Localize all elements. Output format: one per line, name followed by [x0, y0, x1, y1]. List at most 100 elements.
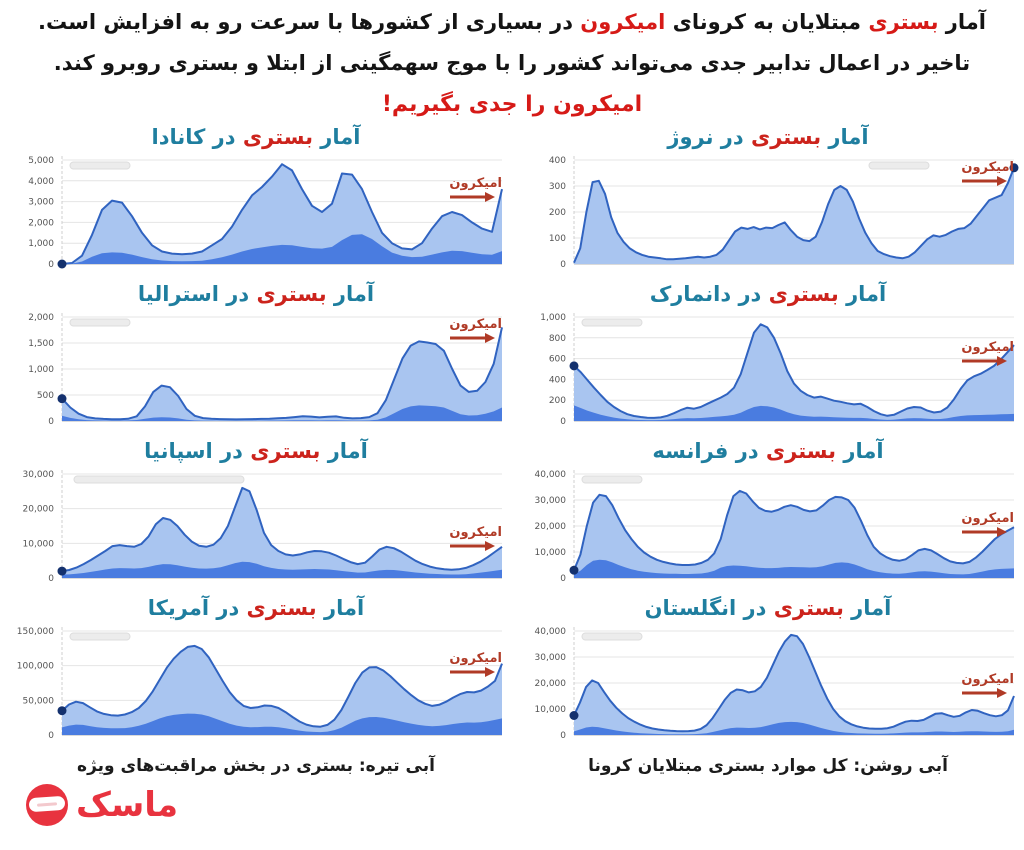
series-start-dot — [569, 711, 579, 720]
text-segment: آمار — [838, 282, 887, 306]
text-segment: در انگلستان — [644, 596, 774, 620]
plot-area: 0 10,000 20,000 30,000 امیکرون — [0, 466, 512, 591]
y-tick-label: 400 — [549, 156, 566, 166]
legend-row: آبی تیره: بستری در بخش مراقبت‌های ویژه آ… — [0, 750, 1024, 776]
text-segment: در کانادا — [151, 125, 243, 149]
header-line-2: تاخیر در اعمال تدابیر جدی می‌تواند کشور … — [53, 51, 971, 75]
y-tick-label: 2,000 — [28, 313, 54, 323]
y-tick-label: 1,000 — [540, 313, 566, 323]
area-chart: 0 50,000 100,000 150,000 — [17, 627, 503, 741]
series-line-total_hospitalized — [61, 486, 503, 573]
omicron-label: امیکرون — [961, 672, 1014, 687]
series-area-icu — [62, 713, 502, 735]
arrow-right-icon — [962, 688, 1008, 698]
y-tick-label: 100 — [549, 234, 566, 244]
series-area-total_hospitalized — [574, 167, 1014, 264]
omicron-annotation: امیکرون — [961, 512, 1014, 537]
omicron-annotation: امیکرون — [449, 318, 502, 343]
text-segment: بستری — [768, 282, 839, 306]
series-line-total_hospitalized — [61, 644, 503, 728]
arrow-right-icon — [450, 192, 496, 202]
legend-pill — [581, 318, 643, 327]
text-segment: در دانمارک — [649, 282, 769, 306]
omicron-annotation: امیکرون — [449, 526, 502, 551]
text-segment: بستری — [250, 439, 321, 463]
text-segment: بستری — [765, 439, 837, 463]
series-area-icu — [574, 721, 1014, 735]
series-line-total_hospitalized — [573, 167, 1015, 264]
arrow-right-icon — [962, 176, 1008, 186]
text-segment: در آمریکا — [147, 596, 247, 620]
series-line-total_hospitalized — [573, 489, 1015, 571]
legend-pill — [73, 475, 245, 484]
y-tick-label: 20,000 — [535, 679, 567, 689]
text-segment: امیکرون — [580, 10, 666, 34]
legend-pill — [581, 475, 643, 484]
plot-area: 0 50,000 100,000 150,000 امیکرون — [0, 623, 512, 748]
text-segment: آمار — [320, 439, 368, 463]
arrow-right-icon — [450, 541, 496, 551]
y-tick-label: 200 — [549, 208, 566, 218]
footer: آبی تیره: بستری در بخش مراقبت‌های ویژه آ… — [0, 750, 1024, 832]
y-tick-label: 1,000 — [28, 239, 54, 249]
series-area-icu — [62, 405, 502, 421]
y-tick-label: 150,000 — [17, 627, 54, 637]
y-tick-label: 1,500 — [28, 339, 54, 349]
y-tick-label: 30,000 — [23, 470, 55, 480]
series-start-dot — [569, 565, 579, 575]
omicron-annotation: امیکرون — [449, 652, 502, 677]
series-start-dot — [569, 361, 579, 371]
y-tick-label: 10,000 — [535, 705, 567, 715]
y-tick-label: 50,000 — [23, 696, 55, 706]
y-tick-label: 20,000 — [23, 505, 55, 515]
y-tick-label: 800 — [549, 334, 566, 344]
series-line-total_hospitalized — [573, 633, 1015, 733]
text-segment: بستری — [868, 10, 939, 34]
y-tick-label: 5,000 — [28, 156, 54, 166]
y-tick-label: 3,000 — [28, 198, 54, 208]
legend-light-blue: آبی روشن: کل موارد بستری مبتلایان کرونا — [588, 756, 948, 776]
face-mask-icon — [26, 784, 68, 826]
text-segment: در فرانسه — [652, 439, 766, 463]
legend-dark-blue: آبی تیره: بستری در بخش مراقبت‌های ویژه — [77, 756, 435, 776]
y-tick-label: 0 — [48, 574, 54, 584]
plot-area: 0 500 1,000 1,500 2,000 امیکرون — [0, 309, 512, 434]
series-area-total_hospitalized — [62, 645, 502, 735]
series-line-total_hospitalized — [61, 327, 503, 421]
y-tick-label: 30,000 — [535, 653, 567, 663]
chart-title: آمار بستری در اسپانیا — [0, 436, 512, 466]
series-area-total_hospitalized — [574, 634, 1014, 735]
area-chart: 0 1,000 2,000 3,000 4,000 5,000 — [28, 156, 503, 270]
y-tick-label: 1,000 — [28, 365, 54, 375]
series-area-icu — [62, 234, 502, 264]
y-tick-label: 40,000 — [535, 627, 567, 637]
plot-area: 0 1,000 2,000 3,000 4,000 5,000 امیکرون — [0, 152, 512, 277]
arrow-right-icon — [450, 333, 496, 343]
series-start-dot — [57, 566, 67, 576]
text-segment: آمار — [316, 596, 365, 620]
y-tick-label: 500 — [37, 391, 54, 401]
chart-title: آمار بستری در کانادا — [0, 122, 512, 152]
series-start-dot — [57, 259, 67, 269]
y-tick-label: 600 — [549, 355, 566, 365]
text-segment: آمار — [836, 439, 884, 463]
series-start-dot — [57, 706, 67, 716]
chart-cell-canada: آمار بستری در کانادا 0 1,000 2,000 3,000 4,0… — [0, 122, 512, 279]
y-tick-label: 100,000 — [17, 662, 54, 672]
y-tick-label: 0 — [560, 731, 566, 741]
text-segment: آمار — [326, 282, 375, 306]
plot-area: 0 10,000 20,000 30,000 40,000 امیکرون — [512, 623, 1024, 748]
omicron-annotation: امیکرون — [961, 673, 1014, 698]
text-segment: در بسیاری از کشورها با سرعت رو به افزایش… — [38, 10, 581, 34]
text-segment: مبتلایان به کرونای — [665, 10, 869, 34]
chart-cell-usa: آمار بستری در آمریکا 0 50,000 100,000 150,0… — [0, 593, 512, 750]
series-area-total_hospitalized — [62, 164, 502, 264]
y-tick-label: 0 — [48, 260, 54, 270]
y-tick-label: 10,000 — [23, 539, 55, 549]
area-chart: 0 100 200 300 400 — [549, 156, 1019, 270]
chart-cell-england: آمار بستری در انگلستان 0 10,000 20,000 30,0… — [512, 593, 1024, 750]
chart-title: آمار بستری در آمریکا — [0, 593, 512, 623]
arrow-right-icon — [450, 667, 496, 677]
chart-cell-spain: آمار بستری در اسپانیا 0 10,000 20,000 30,00… — [0, 436, 512, 593]
